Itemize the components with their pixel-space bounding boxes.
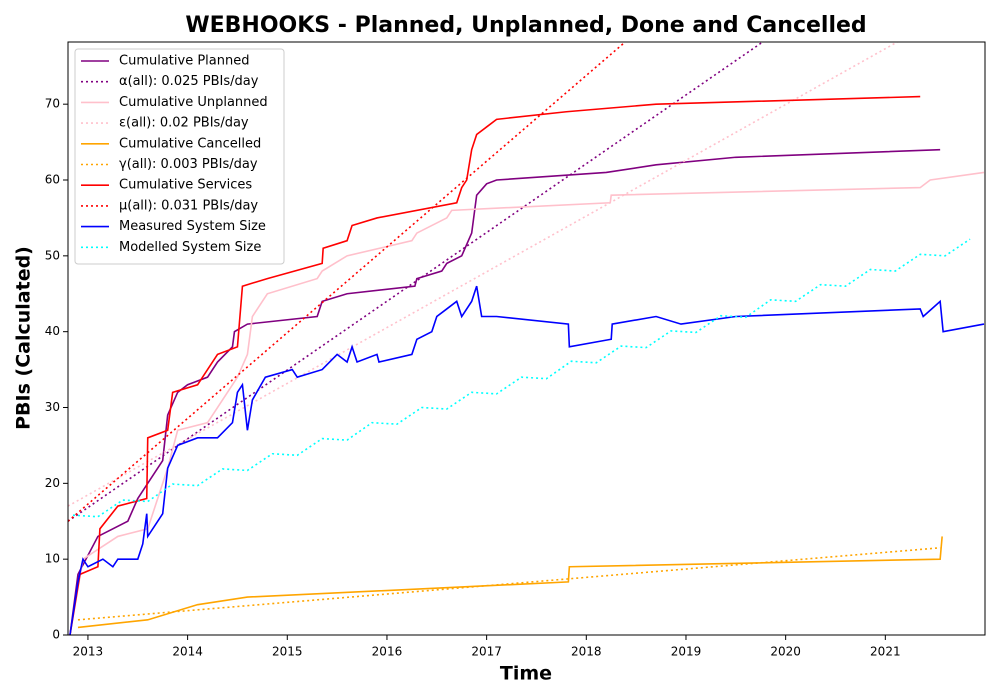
legend-label: Cumulative Planned bbox=[119, 54, 249, 69]
legend-label: Measured System Size bbox=[119, 219, 266, 234]
series-line bbox=[68, 42, 764, 522]
x-axis-label: Time bbox=[500, 663, 552, 685]
y-tick-label: 10 bbox=[45, 552, 60, 566]
series-line bbox=[69, 285, 985, 635]
series-line bbox=[77, 546, 941, 621]
y-tick-label: 60 bbox=[45, 173, 60, 187]
legend-label: α(all): 0.025 PBIs/day bbox=[119, 74, 259, 89]
legend-label: Cumulative Services bbox=[119, 178, 252, 193]
y-tick-label: 40 bbox=[45, 324, 60, 338]
x-tick-label: 2018 bbox=[571, 645, 602, 659]
legend-label: ε(all): 0.02 PBIs/day bbox=[119, 116, 249, 131]
legend-label: μ(all): 0.031 PBIs/day bbox=[119, 198, 258, 213]
legend-label: Cumulative Cancelled bbox=[119, 136, 261, 151]
x-tick-label: 2015 bbox=[272, 645, 303, 659]
x-tick-label: 2016 bbox=[372, 645, 403, 659]
series-line bbox=[68, 42, 898, 507]
y-tick-label: 20 bbox=[45, 476, 60, 490]
legend: Cumulative Planned α(all): 0.025 PBIs/day… bbox=[74, 48, 285, 265]
y-tick-label: 0 bbox=[52, 628, 60, 642]
y-tick-label: 30 bbox=[45, 400, 60, 414]
legend-label: Modelled System Size bbox=[119, 240, 261, 255]
y-axis-label: PBIs (Calculated) bbox=[13, 246, 35, 430]
x-tick-label: 2019 bbox=[671, 645, 702, 659]
series-line bbox=[72, 238, 971, 518]
x-tick-label: 2013 bbox=[73, 645, 104, 659]
series-line bbox=[69, 95, 921, 635]
y-tick-label: 70 bbox=[45, 97, 60, 111]
chart-title: WEBHOOKS - Planned, Unplanned, Done and … bbox=[185, 13, 866, 38]
x-tick-label: 2020 bbox=[770, 645, 801, 659]
x-tick-label: 2017 bbox=[471, 645, 502, 659]
y-tick-label: 50 bbox=[45, 248, 60, 262]
legend-label: γ(all): 0.003 PBIs/day bbox=[119, 157, 258, 172]
series-line bbox=[69, 171, 985, 635]
x-tick-label: 2021 bbox=[870, 645, 901, 659]
legend-label: Cumulative Unplanned bbox=[119, 95, 268, 110]
x-tick-label: 2014 bbox=[172, 645, 203, 659]
legend-box bbox=[74, 48, 285, 265]
plot-frame bbox=[67, 41, 986, 636]
series-line bbox=[77, 536, 943, 629]
